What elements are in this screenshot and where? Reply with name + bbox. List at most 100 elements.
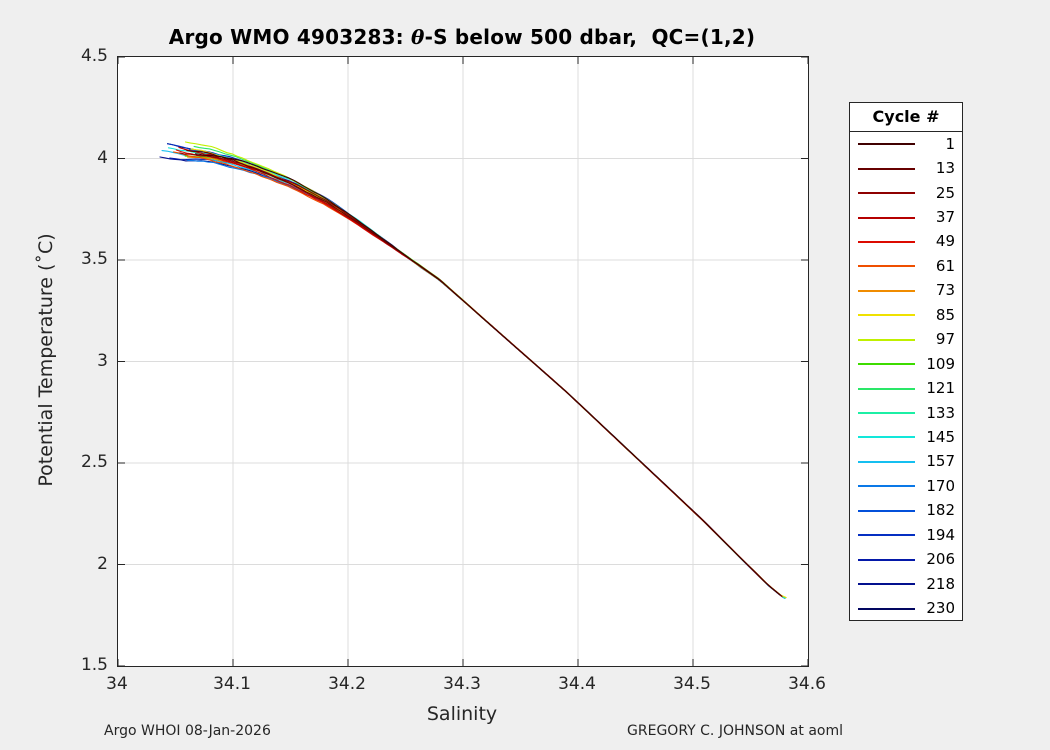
cycle-line-37 (178, 146, 780, 595)
chart-title-prefix: Argo WMO 4903283: (168, 25, 412, 49)
x-tick-label: 34.2 (328, 674, 366, 694)
legend-entry-145: 145 (850, 425, 962, 449)
cycle-line-85 (190, 148, 787, 599)
y-tick-label: 3.5 (80, 249, 108, 269)
x-tick-label: 34.3 (443, 674, 481, 694)
cycle-line-157 (161, 150, 779, 594)
legend-entry-label: 61 (935, 256, 955, 275)
y-tick-label: 3 (97, 350, 108, 371)
legend-line-sample (858, 216, 915, 219)
legend-line-sample (858, 509, 915, 512)
legend-entry-label: 121 (926, 379, 955, 398)
legend-title: Cycle # (850, 103, 962, 132)
legend-entry-133: 133 (850, 401, 962, 425)
cycle-line-1 (194, 153, 781, 596)
legend-entry-label: 85 (935, 305, 955, 324)
legend-entry-label: 109 (926, 354, 955, 373)
legend-entry-label: 230 (926, 599, 955, 618)
legend-entry-109: 109 (850, 352, 962, 376)
cycle-line-218 (159, 156, 782, 597)
chart-title-theta: θ (411, 25, 425, 49)
legend-entry-label: 157 (926, 452, 955, 471)
x-tick-label: 34.5 (673, 674, 711, 694)
legend: Cycle # 1 13 25 37 49 61 73 85 97 109 121 133 145 157… (849, 102, 963, 621)
legend-entry-206: 206 (850, 547, 962, 571)
theta-s-plot-canvas (118, 57, 808, 666)
y-tick-label: 4.5 (80, 46, 108, 66)
legend-entry-13: 13 (850, 156, 962, 180)
legend-entry-73: 73 (850, 279, 962, 303)
legend-line-sample (858, 363, 915, 366)
cycle-line-170 (186, 159, 778, 594)
x-tick-label: 34 (106, 674, 128, 694)
x-tick-label: 34.4 (558, 674, 596, 694)
cycle-line-73 (187, 156, 779, 594)
legend-line-sample (858, 558, 915, 561)
legend-line-sample (858, 167, 915, 170)
legend-entry-label: 49 (935, 232, 955, 251)
legend-line-sample (858, 583, 915, 586)
legend-line-sample (858, 534, 915, 537)
footer-right-text: GREGORY C. JOHNSON at aoml (627, 723, 843, 739)
legend-entry-label: 1 (945, 134, 955, 153)
legend-entry-37: 37 (850, 205, 962, 229)
cycle-line-145 (167, 147, 785, 599)
legend-entry-230: 230 (850, 596, 962, 620)
cycle-line-194 (167, 143, 779, 595)
legend-entry-label: 25 (935, 183, 955, 202)
legend-line-sample (858, 387, 915, 390)
legend-line-sample (858, 240, 915, 243)
y-tick-label: 2.5 (80, 452, 108, 472)
legend-entry-157: 157 (850, 450, 962, 474)
legend-entry-label: 206 (926, 550, 955, 569)
cycle-line-97 (184, 141, 782, 596)
legend-line-sample (858, 289, 915, 292)
y-tick-label: 4 (97, 147, 108, 168)
legend-line-sample (858, 192, 915, 195)
legend-entry-170: 170 (850, 474, 962, 498)
chart-title: Argo WMO 4903283: θ-S below 500 dbar, QC… (117, 25, 807, 49)
legend-line-sample (858, 460, 915, 463)
legend-entry-25: 25 (850, 181, 962, 205)
x-axis-label: Salinity (426, 703, 498, 725)
legend-entry-1: 1 (850, 132, 962, 156)
legend-entry-label: 182 (926, 501, 955, 520)
cycle-line-121 (193, 145, 780, 595)
legend-entry-label: 73 (935, 281, 955, 300)
cycle-line-61 (172, 151, 780, 595)
legend-line-sample (858, 265, 915, 268)
legend-entry-49: 49 (850, 230, 962, 254)
legend-entry-label: 218 (926, 574, 955, 593)
legend-line-sample (858, 143, 915, 146)
legend-line-sample (858, 314, 915, 317)
cycle-line-25 (179, 152, 781, 596)
cycle-line-182 (189, 148, 786, 599)
legend-entry-label: 13 (935, 159, 955, 178)
legend-line-sample (858, 485, 915, 488)
plot-area (117, 56, 809, 667)
cycle-line-230 (166, 143, 784, 599)
legend-entry-182: 182 (850, 499, 962, 523)
legend-entry-61: 61 (850, 254, 962, 278)
legend-line-sample (858, 607, 915, 610)
x-tick-label: 34.6 (788, 674, 826, 694)
legend-entry-218: 218 (850, 572, 962, 596)
cycle-line-109 (184, 155, 781, 596)
y-tick-label: 2 (97, 553, 108, 574)
x-tick-label: 34.1 (213, 674, 251, 694)
cycle-line-133 (189, 150, 786, 599)
legend-rows: 1 13 25 37 49 61 73 85 97 109 121 133 145 157 170 182 19… (850, 132, 962, 621)
cycle-line-49 (175, 149, 783, 598)
legend-entry-label: 37 (935, 208, 955, 227)
legend-entry-label: 145 (926, 427, 955, 446)
legend-entry-label: 97 (935, 330, 955, 349)
legend-line-sample (858, 338, 915, 341)
y-tick-label: 1.5 (80, 655, 108, 675)
chart-title-suffix: -S below 500 dbar, QC=(1,2) (424, 25, 756, 49)
footer-left-text: Argo WHOI 08-Jan-2026 (104, 723, 271, 739)
legend-entry-85: 85 (850, 303, 962, 327)
legend-entry-label: 170 (926, 476, 955, 495)
legend-line-sample (858, 436, 915, 439)
legend-entry-label: 194 (926, 525, 955, 544)
